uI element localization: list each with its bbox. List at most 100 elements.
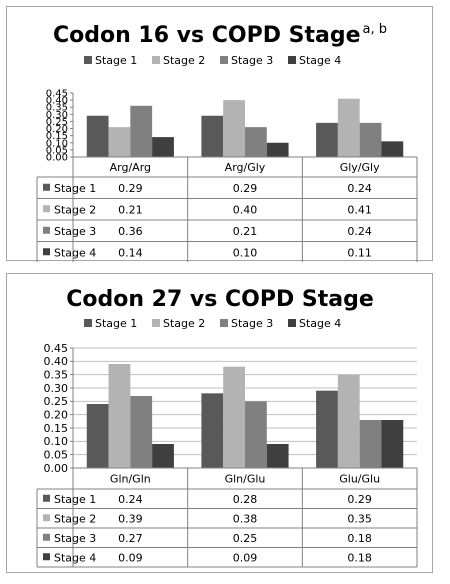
x-category-label: Gln/Gln: [110, 473, 151, 486]
table-legend-swatch: [43, 533, 50, 541]
table-value: 0.36: [118, 225, 143, 238]
legend-swatch: [84, 319, 92, 327]
y-tick-label: 0.40: [46, 96, 68, 107]
legend-swatch: [152, 319, 160, 327]
bar-stage-1-arg-arg: [86, 115, 109, 157]
table-value: 0.09: [118, 551, 143, 564]
y-tick-label: 0.00: [44, 462, 69, 475]
table-value: 0.11: [347, 246, 372, 259]
table-value: 0.18: [347, 551, 372, 564]
legend-label: Stage 3: [231, 317, 273, 330]
chart-title-text: Codon 27 vs COPD Stage: [66, 287, 374, 312]
bar-stage-4-gly-gly: [381, 141, 404, 157]
table-value: 0.28: [233, 493, 258, 506]
table-value: 0.24: [347, 182, 372, 195]
legend-swatch: [220, 56, 228, 64]
table-series-label: Stage 1: [54, 493, 96, 506]
y-tick-label: 0.35: [44, 369, 69, 382]
y-tick-label: 0.45: [44, 342, 69, 355]
legend-swatch: [288, 56, 296, 64]
table-value: 0.18: [347, 532, 372, 545]
bar-stage-2-gln-gln: [108, 364, 131, 468]
x-category-label: Arg/Gly: [225, 161, 266, 174]
bar-stage-2-gln-glu: [223, 366, 245, 468]
bar-stage-4-glu-glu: [381, 420, 404, 468]
bar-stage-3-gln-gln: [130, 396, 153, 468]
table-series-label: Stage 4: [54, 246, 96, 259]
y-tick-label: 0.10: [44, 435, 69, 448]
chart-codon-27: Codon 27 vs COPD Stage Stage 1 Stage 2 Stag…: [36, 287, 418, 568]
table-legend-swatch: [43, 514, 50, 522]
table-value: 0.29: [233, 182, 258, 195]
bar-stage-3-arg-gly: [245, 127, 267, 157]
table-value: 0.10: [233, 246, 258, 259]
bar-stage-1-gln-gln: [86, 404, 109, 468]
bar-stage-4-gln-gln: [152, 444, 174, 468]
y-tick-label: 0.05: [44, 449, 69, 462]
bar-stage-4-arg-gly: [266, 142, 289, 157]
table-value: 0.21: [233, 225, 258, 238]
legend-swatch: [288, 319, 296, 327]
bar-stage-2-gly-gly: [337, 98, 360, 157]
y-tick-label: 0.25: [44, 395, 69, 408]
legend-label: Stage 1: [95, 54, 137, 67]
y-tick-label: 0.15: [46, 131, 68, 142]
bar-stage-3-gly-gly: [359, 122, 382, 157]
table-value: 0.29: [347, 493, 372, 506]
y-tick-label: 0.35: [46, 103, 68, 114]
chart-panel-codon-27: Codon 27 vs COPD Stage Stage 1 Stage 2 Stag…: [6, 273, 433, 573]
table-value: 0.24: [347, 225, 372, 238]
table-series-label: Stage 4: [54, 551, 96, 564]
table-value: 0.14: [118, 246, 143, 259]
table-legend-swatch: [43, 494, 50, 502]
table-value: 0.21: [118, 203, 143, 216]
table-value: 0.39: [118, 512, 143, 525]
table-series-label: Stage 3: [54, 225, 96, 238]
legend-label: Stage 4: [299, 54, 341, 67]
table-value: 0.35: [347, 512, 372, 525]
table-legend-swatch: [43, 248, 50, 256]
legend-swatch: [84, 56, 92, 64]
legend-swatch: [152, 56, 160, 64]
legend-label: Stage 2: [163, 54, 205, 67]
bar-stage-3-glu-glu: [359, 420, 382, 468]
bar-stage-1-arg-gly: [201, 115, 224, 157]
bar-stage-2-arg-arg: [108, 127, 131, 157]
chart-title-text: Codon 16 vs COPD Stage: [53, 23, 361, 48]
y-tick-label: 0.30: [46, 110, 68, 121]
bar-stage-1-glu-glu: [316, 390, 338, 468]
legend-label: Stage 4: [299, 317, 341, 330]
legend-swatch: [220, 319, 228, 327]
table-value: 0.27: [118, 532, 143, 545]
y-tick-label: 0.00: [46, 153, 68, 164]
y-tick-label: 0.05: [46, 145, 68, 156]
table-series-label: Stage 2: [54, 512, 96, 525]
y-tick-label: 0.40: [44, 355, 69, 368]
table-series-label: Stage 3: [54, 532, 96, 545]
bar-stage-4-gln-glu: [266, 444, 289, 468]
legend-label: Stage 1: [95, 317, 137, 330]
table-value: 0.29: [118, 182, 143, 195]
y-tick-label: 0.10: [46, 138, 68, 149]
y-tick-label: 0.15: [44, 422, 69, 435]
y-tick-label: 0.20: [46, 124, 68, 135]
y-tick-label: 0.25: [46, 117, 68, 128]
table-legend-swatch: [43, 226, 50, 234]
table-legend-swatch: [43, 183, 50, 191]
bar-stage-1-gly-gly: [316, 122, 338, 157]
y-tick-label: 0.20: [44, 409, 69, 422]
bar-stage-4-arg-arg: [152, 137, 174, 157]
bar-stage-2-glu-glu: [337, 374, 360, 468]
bar-stage-2-arg-gly: [223, 100, 245, 157]
table-value: 0.40: [233, 203, 258, 216]
x-category-label: Gly/Gly: [340, 161, 380, 174]
y-tick-label: 0.30: [44, 382, 69, 395]
chart-title: Codon 27 vs COPD Stage: [66, 287, 374, 312]
chart-title: Codon 16 vs COPD Stage a, b: [53, 22, 387, 48]
bar-stage-3-arg-arg: [130, 105, 153, 157]
table-value: 0.38: [233, 512, 258, 525]
table-series-label: Stage 1: [54, 182, 96, 195]
chart-codon-16: Codon 16 vs COPD Stage a, b Stage 1 Stage 2…: [36, 22, 418, 262]
chart-title-superscript: a, b: [363, 22, 387, 37]
x-category-label: Glu/Glu: [339, 473, 380, 486]
